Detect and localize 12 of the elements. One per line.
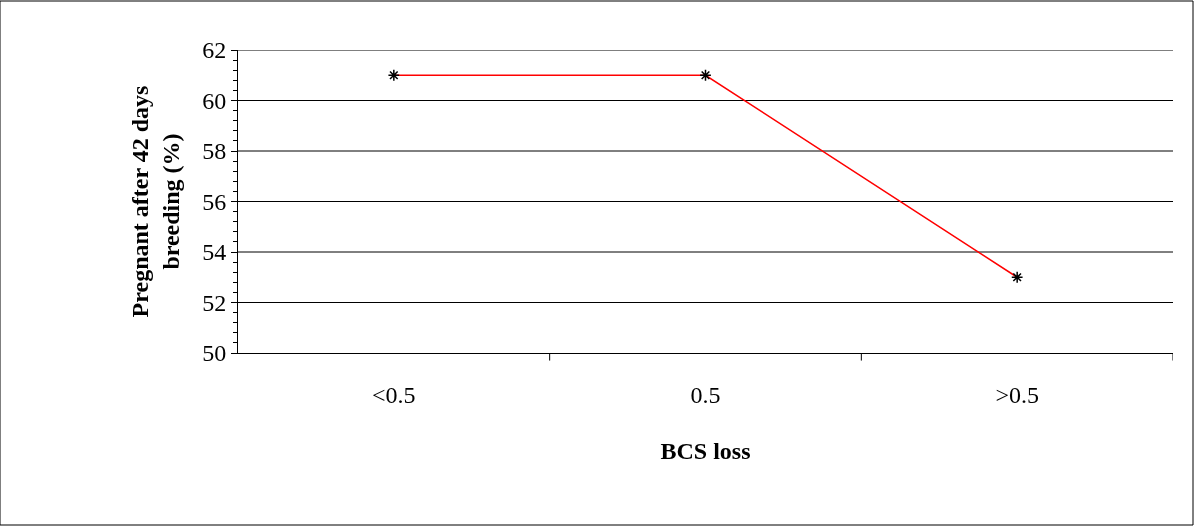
y-tick-label: 54 [202,239,227,266]
y-tick-label: 50 [202,340,227,367]
x-tick-label: >0.5 [995,381,1039,408]
y-tick-label: 60 [202,87,227,114]
y-tick-label: 56 [202,188,227,215]
x-tick-label: 0.5 [690,381,721,408]
x-tick-label: <0.5 [372,381,416,408]
y-tick-label: 62 [202,37,227,64]
y-tick-label: 52 [202,289,227,316]
x-axis-title: BCS loss [660,438,751,465]
y-axis-title: Pregnant after 42 days breeding (%) [127,85,185,318]
y-tick-label: 58 [202,138,227,165]
